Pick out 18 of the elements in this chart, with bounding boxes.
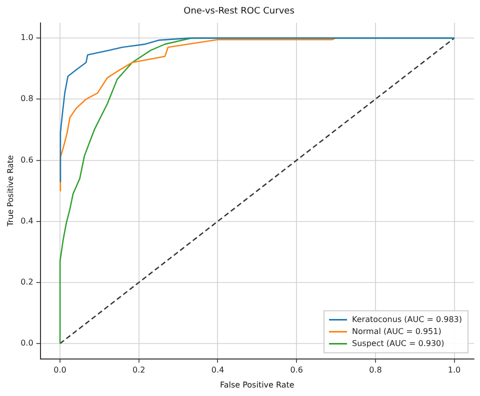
x-tick-label: 1.0 bbox=[448, 366, 461, 375]
x-axis-title: False Positive Rate bbox=[220, 380, 294, 390]
chart-title: One-vs-Rest ROC Curves bbox=[184, 6, 295, 17]
y-tick-label: 0.4 bbox=[20, 216, 34, 226]
legend-label: Keratoconus (AUC = 0.983) bbox=[352, 314, 462, 324]
y-tick-label: 0.2 bbox=[20, 278, 34, 287]
y-tick-label: 0.6 bbox=[20, 155, 34, 164]
y-tick-label: 0.8 bbox=[20, 94, 34, 104]
x-tick-label: 0.6 bbox=[290, 366, 303, 375]
x-tick-label: 0.8 bbox=[369, 366, 382, 375]
x-tick-label: 0.4 bbox=[211, 366, 224, 375]
x-tick-label: 0.2 bbox=[132, 366, 146, 375]
x-tick-label: 0.0 bbox=[54, 366, 66, 375]
legend-label: Suspect (AUC = 0.930) bbox=[352, 338, 444, 348]
legend-label: Normal (AUC = 0.951) bbox=[352, 326, 442, 336]
y-axis-title: True Positive Rate bbox=[6, 155, 15, 228]
y-tick-label: 1.0 bbox=[20, 33, 34, 42]
y-tick-label: 0.0 bbox=[20, 338, 34, 348]
